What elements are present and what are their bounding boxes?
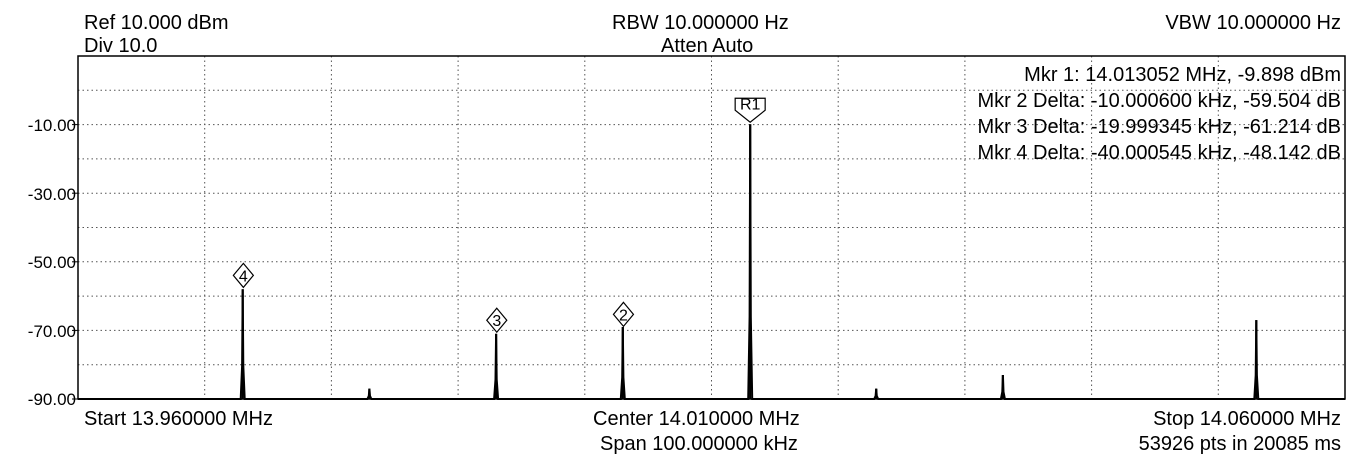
rbw-setting: RBW 10.000000 Hz: [612, 12, 789, 34]
scale-div: Div 10.0: [84, 35, 158, 57]
atten-setting: Atten Auto: [661, 35, 754, 57]
plot-grid: [72, 56, 1345, 400]
y-tick-label: -50.00: [27, 253, 76, 272]
marker-R1-label: R1: [740, 96, 761, 113]
center-freq: Center 14.010000 MHz: [593, 408, 800, 430]
marker-2-readout: Mkr 2 Delta: -10.000600 kHz, -59.504 dB: [977, 90, 1341, 112]
plot-frame: [77, 55, 1346, 400]
marker-R1-symbol: [734, 97, 766, 124]
marker-4-label: 4: [239, 268, 248, 285]
vbw-setting: VBW 10.000000 Hz: [1165, 12, 1341, 34]
ref-level: Ref 10.000 dBm: [84, 12, 229, 34]
marker-3-readout: Mkr 3 Delta: -19.999345 kHz, -61.214 dB: [977, 116, 1341, 138]
start-freq: Start 13.960000 MHz: [84, 408, 273, 430]
marker-3-symbol: [486, 307, 508, 334]
y-tick-label: -30.00: [27, 185, 76, 204]
marker-4-readout: Mkr 4 Delta: -40.000545 kHz, -48.142 dB: [977, 142, 1341, 164]
marker-2-symbol: [612, 301, 635, 328]
marker-4-symbol: [232, 262, 255, 289]
marker-3-label: 3: [492, 313, 501, 330]
stop-freq: Stop 14.060000 MHz: [1153, 408, 1341, 430]
sweep-info: 53926 pts in 20085 ms: [1138, 433, 1341, 455]
marker-2-label: 2: [619, 307, 628, 324]
y-tick-label: -70.00: [27, 322, 76, 341]
y-tick-label: -90.00: [27, 390, 76, 409]
y-tick-label: -10.00: [27, 116, 76, 135]
marker-symbols: R1 2 3 4: [232, 96, 766, 334]
span-setting: Span 100.000000 kHz: [600, 433, 798, 455]
marker-1-readout: Mkr 1: 14.013052 MHz, -9.898 dBm: [1024, 64, 1341, 86]
